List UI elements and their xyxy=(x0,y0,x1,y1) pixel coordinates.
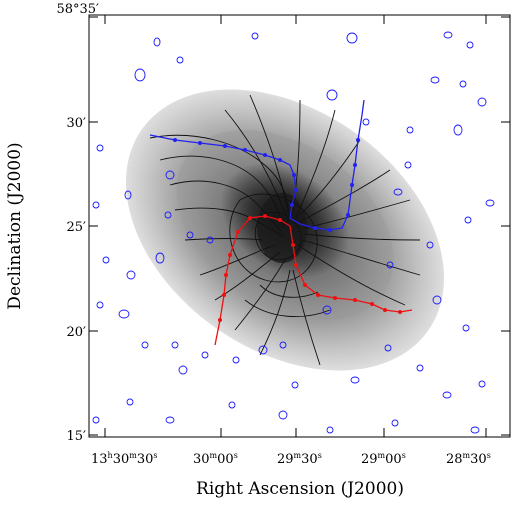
y-tick-label: 15′ xyxy=(67,429,87,444)
x-tick-label: 29m30s xyxy=(277,451,322,467)
x-tick-label: 28m30s xyxy=(446,451,491,467)
y-axis-title: Declination (J2000) xyxy=(5,142,25,309)
velocity-contours xyxy=(149,94,421,366)
tick-marks xyxy=(89,15,510,437)
x-tick-label: 13h30m30s xyxy=(91,451,158,467)
x-tick-label: 29m00s xyxy=(361,451,406,467)
red-arm-markers xyxy=(218,214,402,322)
blue-noise-contours xyxy=(92,31,495,434)
y-tick-label: 20′ xyxy=(67,325,87,340)
y-tick-labels: 58°35′ 30′ 25′ 20′ 15′ xyxy=(56,2,99,444)
galaxy-image xyxy=(125,89,445,371)
blue-arm-markers xyxy=(173,138,360,232)
x-axis-title: Right Ascension (J2000) xyxy=(196,479,404,499)
blue-arm-track xyxy=(149,99,365,231)
y-tick-label: 58°35′ xyxy=(56,2,99,17)
y-tick-label: 30′ xyxy=(67,116,87,131)
x-tick-labels: 13h30m30s 30m00s 29m30s 29m00s 28m30s xyxy=(91,451,491,467)
red-arm-track xyxy=(214,215,413,346)
x-tick-label: 30m00s xyxy=(193,451,238,467)
y-tick-label: 25′ xyxy=(67,220,87,235)
plot-area xyxy=(92,31,495,434)
